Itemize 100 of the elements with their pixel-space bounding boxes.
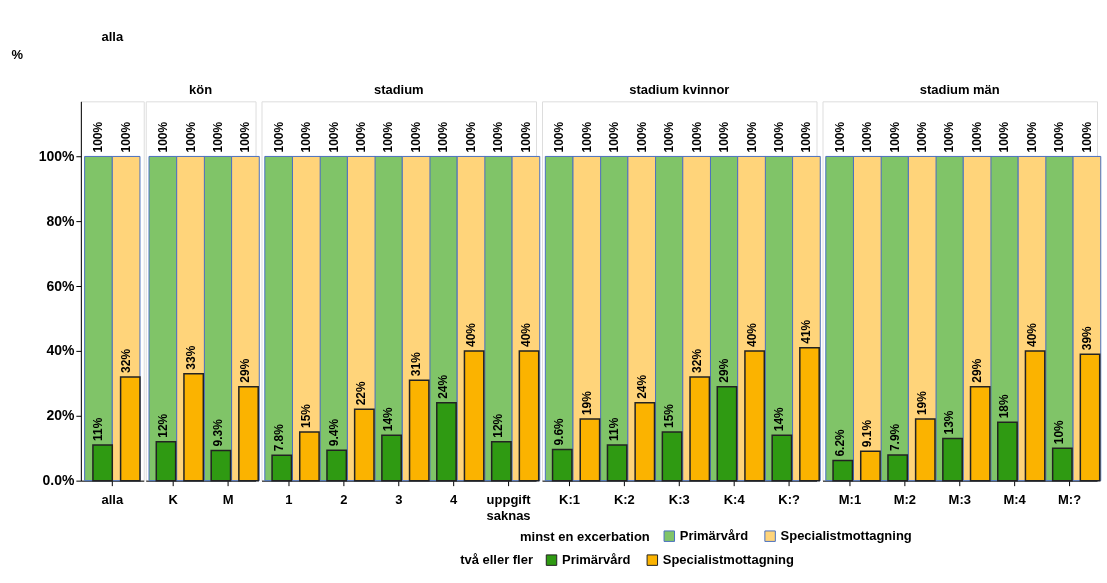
text: två eller fler — [460, 552, 533, 568]
bar — [183, 372, 205, 482]
bar — [298, 431, 320, 482]
y-tick-label: 100% — [38, 147, 75, 164]
bar — [716, 385, 738, 482]
data-label: 100% — [210, 121, 225, 153]
bar — [997, 421, 1018, 482]
data-label: 100% — [518, 121, 533, 153]
data-label: 100% — [1025, 121, 1040, 153]
data-label: 11% — [607, 417, 622, 441]
data-label: 100% — [915, 121, 930, 153]
x-tick-label: M:4 — [1003, 492, 1027, 508]
data-label: 15% — [661, 403, 676, 429]
bar — [579, 418, 601, 482]
data-label: 29% — [716, 358, 731, 383]
data-label: 100% — [238, 121, 253, 153]
data-label: 100% — [661, 121, 676, 153]
bar — [353, 408, 375, 482]
data-label: 22% — [354, 381, 369, 406]
data-label: 100% — [860, 121, 875, 153]
x-tick-label: M:3 — [948, 492, 971, 508]
x-tick-label: K — [168, 492, 179, 508]
x-tick-label: 1 — [285, 492, 293, 508]
data-label: 15% — [299, 403, 314, 429]
data-label: 100% — [436, 121, 451, 153]
bar — [92, 444, 114, 482]
data-label: 100% — [744, 121, 759, 153]
data-label: 10% — [1052, 419, 1067, 445]
data-label: 100% — [887, 121, 902, 153]
data-label: 100% — [354, 121, 369, 153]
data-label: 100% — [997, 121, 1012, 153]
data-label: 32% — [119, 348, 134, 373]
data-label: 9.6% — [552, 417, 567, 446]
data-label: 100% — [464, 121, 479, 153]
data-label: 32% — [689, 348, 704, 373]
legend-title: minst en excerbation — [520, 528, 650, 544]
bar — [942, 437, 963, 482]
bar — [210, 449, 232, 482]
data-label: 100% — [579, 121, 594, 153]
bar — [238, 385, 259, 482]
data-label: 33% — [183, 345, 198, 370]
data-label: 18% — [997, 393, 1012, 419]
data-label: 100% — [91, 121, 106, 153]
data-label: 100% — [689, 121, 704, 153]
data-label: 9.3% — [210, 418, 225, 447]
x-tick-label: 2 — [340, 492, 348, 508]
bar — [606, 444, 628, 482]
x-tick-label: K:2 — [613, 492, 635, 508]
data-label: 40% — [464, 322, 479, 347]
data-label: 29% — [238, 358, 253, 383]
bar — [969, 385, 991, 482]
data-label: 9.1% — [860, 419, 875, 448]
bar — [381, 434, 402, 482]
data-label: 100% — [271, 121, 286, 153]
legend-label: Specialistmottagning — [662, 552, 795, 568]
data-label: 100% — [607, 121, 622, 153]
bar — [914, 418, 936, 482]
data-label: 100% — [634, 121, 649, 153]
data-label: 100% — [552, 121, 567, 153]
data-label: 40% — [744, 322, 759, 347]
data-label: 7.8% — [271, 423, 286, 452]
x-tick-label: uppgift saknas — [486, 492, 532, 524]
x-tick-label: M:1 — [838, 492, 862, 508]
data-label: 13% — [942, 410, 957, 435]
bar — [490, 441, 512, 482]
bar — [155, 441, 177, 482]
x-tick-label: K:? — [778, 492, 800, 508]
chart-title: alla — [101, 29, 124, 45]
data-label: 12% — [155, 413, 170, 438]
bar — [463, 350, 485, 482]
data-label: 6.2% — [832, 428, 847, 457]
x-tick-label: K:4 — [723, 492, 746, 508]
data-label: 14% — [381, 406, 396, 432]
data-label: 100% — [491, 121, 506, 153]
bar — [119, 376, 141, 482]
data-label: 100% — [381, 121, 396, 153]
y-tick-label: 80% — [46, 212, 75, 229]
bar — [689, 376, 711, 482]
chart-title: stadium — [373, 82, 424, 98]
data-label: 29% — [970, 358, 985, 383]
bar — [408, 379, 430, 482]
data-label: 100% — [771, 121, 786, 153]
bar — [661, 431, 683, 482]
x-tick-label: M:2 — [893, 492, 917, 508]
data-label: 39% — [1079, 325, 1094, 351]
data-label: 19% — [579, 390, 594, 416]
data-label: 100% — [183, 121, 198, 153]
data-label: 24% — [634, 374, 649, 399]
y-tick-label: 20% — [46, 407, 75, 424]
legend-label: Primärvård — [561, 552, 631, 568]
data-label: 24% — [436, 374, 451, 399]
bar — [1079, 353, 1101, 482]
data-label: 9.4% — [326, 418, 341, 447]
data-label: 100% — [942, 121, 957, 153]
bar — [1024, 350, 1046, 482]
bar — [744, 350, 766, 482]
x-tick-label: alla — [101, 492, 124, 508]
y-tick-label: 0.0% — [42, 472, 75, 489]
data-label: 11% — [91, 417, 106, 441]
bar — [436, 402, 457, 482]
